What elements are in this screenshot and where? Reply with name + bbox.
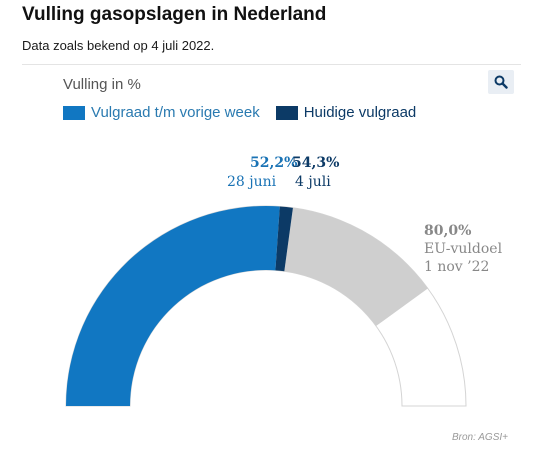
search-button[interactable] xyxy=(488,70,514,94)
chart-subtitle: Data zoals bekend op 4 juli 2022. xyxy=(22,38,215,53)
header-divider xyxy=(22,64,521,65)
legend-label-current: Huidige vulgraad xyxy=(303,104,417,121)
prior-value-label: 52,2% xyxy=(250,155,297,171)
gauge-prior-segment xyxy=(66,206,280,406)
legend: Vulgraad t/m vorige week Huidige vulgraa… xyxy=(63,104,432,121)
gauge-current-segment xyxy=(275,206,293,272)
prior-date-label: 28 juni xyxy=(227,174,277,190)
y-axis-label: Vulling in % xyxy=(63,76,141,93)
current-value-label: 54,3% xyxy=(292,155,339,171)
target-label: EU-vuldoel xyxy=(424,241,503,257)
target-value-label: 80,0% xyxy=(424,223,471,239)
legend-item-current: Huidige vulgraad xyxy=(275,104,417,121)
legend-label-prior: Vulgraad t/m vorige week xyxy=(91,104,260,121)
legend-swatch-prior xyxy=(63,105,85,120)
current-date-label: 4 juli xyxy=(295,174,331,190)
search-icon xyxy=(494,75,508,89)
legend-item-prior: Vulgraad t/m vorige week xyxy=(63,104,260,121)
legend-swatch-current xyxy=(275,105,298,120)
chart-title: Vulling gasopslagen in Nederland xyxy=(22,4,327,25)
source-note: Bron: AGSI+ xyxy=(451,432,508,443)
gauge-target-segment xyxy=(284,207,428,327)
target-date-label: 1 nov ’22 xyxy=(424,259,489,275)
